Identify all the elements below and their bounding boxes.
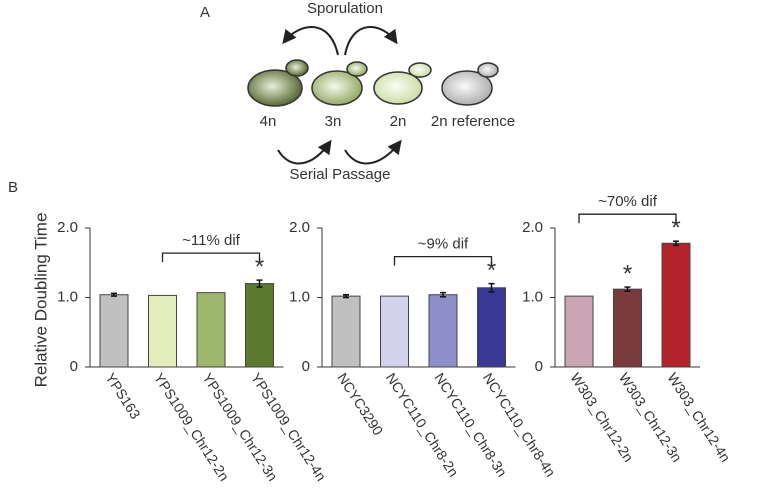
cell-label: 2n [390, 113, 407, 130]
error-bar [624, 286, 631, 292]
error-bar [256, 279, 263, 288]
arrows [277, 26, 402, 165]
significance-label: * [623, 260, 632, 287]
significance-label: * [487, 257, 496, 284]
y-tick-label: 0 [70, 358, 78, 375]
panel-label: A [200, 4, 210, 21]
bracket [161, 252, 261, 263]
bar [196, 292, 226, 368]
error-bar [111, 292, 117, 297]
bar [428, 294, 458, 368]
y-axis-label: Relative Doubling Time [31, 213, 50, 388]
y-tick-label: 2.0 [57, 219, 78, 236]
bar [380, 295, 409, 368]
bar [613, 288, 642, 368]
bracket [393, 255, 493, 266]
error-bar [488, 282, 495, 293]
y-tick-label: 1.0 [57, 288, 78, 305]
y-tick-label: 1.0 [522, 288, 543, 305]
bar [245, 283, 274, 368]
arrow-label: Serial Passage [290, 166, 391, 183]
annotation: ~9% dif [418, 236, 469, 253]
error-bar [440, 291, 446, 298]
bar [477, 287, 506, 368]
error-bar [673, 240, 679, 247]
y-tick-label: 1.0 [289, 288, 310, 305]
bar [331, 295, 361, 368]
y-tick-label: 2.0 [522, 219, 543, 236]
panel-label: B [8, 179, 18, 196]
bar [661, 242, 691, 368]
annotation: ~11% dif [182, 232, 241, 249]
bracket [578, 213, 677, 224]
cell-label: 2n reference [431, 113, 515, 130]
error-bar [343, 293, 349, 299]
annotation: ~70% dif [598, 193, 658, 210]
cell-label: 3n [325, 113, 342, 130]
y-tick-label: 0 [302, 358, 310, 375]
bar [148, 294, 177, 368]
arrow-label: Sporulation [307, 0, 383, 17]
significance-label: * [255, 253, 264, 280]
significance-label: * [671, 215, 680, 242]
cell-label: 4n [260, 113, 277, 130]
cells [247, 59, 499, 107]
bar [99, 294, 129, 368]
y-tick-label: 0 [535, 358, 543, 375]
x-tick-label: NCYC3290 [334, 370, 386, 438]
bar [564, 295, 594, 368]
y-tick-label: 2.0 [289, 219, 310, 236]
x-tick-label: YPS163 [102, 370, 144, 422]
